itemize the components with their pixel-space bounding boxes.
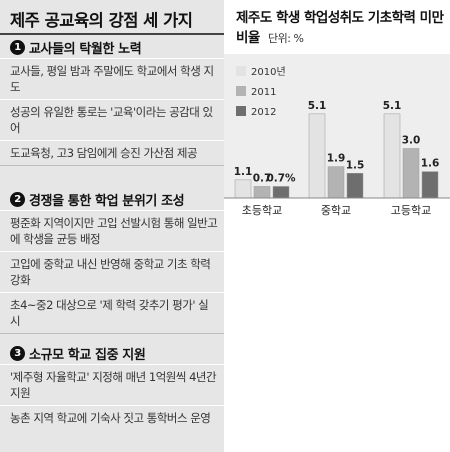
category-label: 중학교 <box>321 204 351 217</box>
list-item: 고입에 중학교 내신 반영해 중학교 기초 학력 강화 <box>0 251 224 292</box>
section-1: 1 교사들의 탁월한 노력 교사들, 평일 밤과 주말에도 학교에서 학생 지도… <box>0 36 224 166</box>
data-label: 5.1 <box>383 100 402 112</box>
bar <box>346 173 364 199</box>
bar <box>308 113 326 199</box>
legend-label: 2012 <box>251 107 276 118</box>
section-divider <box>0 333 224 334</box>
bar <box>234 179 252 199</box>
data-label: 0.7% <box>266 172 296 184</box>
bar <box>383 113 401 199</box>
number-badge: 1 <box>10 39 25 55</box>
category-label: 고등학교 <box>391 204 431 217</box>
bar <box>402 148 420 199</box>
list-item: 초4~중2 대상으로 '제 학력 갖추기 평가' 실시 <box>0 292 224 333</box>
section-heading: 1 교사들의 탁월한 노력 <box>0 36 224 58</box>
bar <box>272 186 290 199</box>
section-heading-text: 소규모 학교 집중 지원 <box>29 347 146 363</box>
legend-label: 2011 <box>251 87 276 98</box>
number-badge: 2 <box>10 191 25 207</box>
legend-swatch <box>236 66 246 76</box>
bar <box>253 186 271 199</box>
unit-label: 단위: % <box>268 32 304 45</box>
data-label: 1.6 <box>421 158 440 170</box>
data-label: 1.9 <box>327 153 346 165</box>
list-item: 성공의 유일한 통로는 '교육'이라는 공감대 있어 <box>0 99 224 140</box>
section-2: 2 경쟁을 통한 학업 분위기 조성 평준화 지역이지만 고입 선발시험 통해 … <box>0 188 224 334</box>
section-heading-text: 경쟁을 통한 학업 분위기 조성 <box>29 193 185 209</box>
section-heading: 3 소규모 학교 집중 지원 <box>0 342 224 364</box>
data-label: 3.0 <box>402 135 421 147</box>
chart-title-text: 제주도 학생 학업성취도 기초학력 미만 비율 <box>236 10 444 46</box>
data-label: 1.1 <box>234 166 253 178</box>
list-item: 교사들, 평일 밤과 주말에도 학교에서 학생 지도 <box>0 58 224 99</box>
chart-panel: 제주도 학생 학업성취도 기초학력 미만 비율 단위: % 2010년 2011 2… <box>224 0 450 452</box>
legend-swatch <box>236 106 246 116</box>
data-label: 1.5 <box>346 159 365 171</box>
bar <box>421 171 439 199</box>
data-label: 5.1 <box>308 100 327 112</box>
list-item: 농촌 지역 학교에 기숙사 짓고 통학버스 운영 <box>0 405 224 430</box>
bar <box>327 166 345 199</box>
left-panel: 제주 공교육의 강점 세 가지 1 교사들의 탁월한 노력 교사들, 평일 밤과… <box>0 0 224 452</box>
section-heading: 2 경쟁을 통한 학업 분위기 조성 <box>0 188 224 210</box>
data-label: 0.7 <box>253 172 272 184</box>
legend-swatch <box>236 86 246 96</box>
category-label: 초등학교 <box>242 204 282 217</box>
section-heading-text: 교사들의 탁월한 노력 <box>29 41 142 57</box>
number-badge: 3 <box>10 345 25 361</box>
list-item: 평준화 지역이지만 고입 선발시험 통해 일반고에 학생을 균등 배정 <box>0 210 224 251</box>
chart-title: 제주도 학생 학업성취도 기초학력 미만 비율 단위: % <box>236 8 446 49</box>
legend-label: 2010년 <box>251 66 286 78</box>
section-divider <box>0 165 224 166</box>
list-item: 도교육청, 고3 담임에게 승진 가산점 제공 <box>0 140 224 165</box>
list-item: '제주형 자율학교' 지정해 매년 1억원씩 4년간 지원 <box>0 364 224 405</box>
bar-chart: 2010년 2011 2012 1.10.70.7% 초등학교 5.1 1.91.5 중학교 5… <box>224 66 450 217</box>
panel-title: 제주 공교육의 강점 세 가지 <box>10 11 193 30</box>
section-3: 3 소규모 학교 집중 지원 '제주형 자율학교' 지정해 매년 1억원씩 4년… <box>0 342 224 430</box>
title-rule <box>0 33 224 35</box>
